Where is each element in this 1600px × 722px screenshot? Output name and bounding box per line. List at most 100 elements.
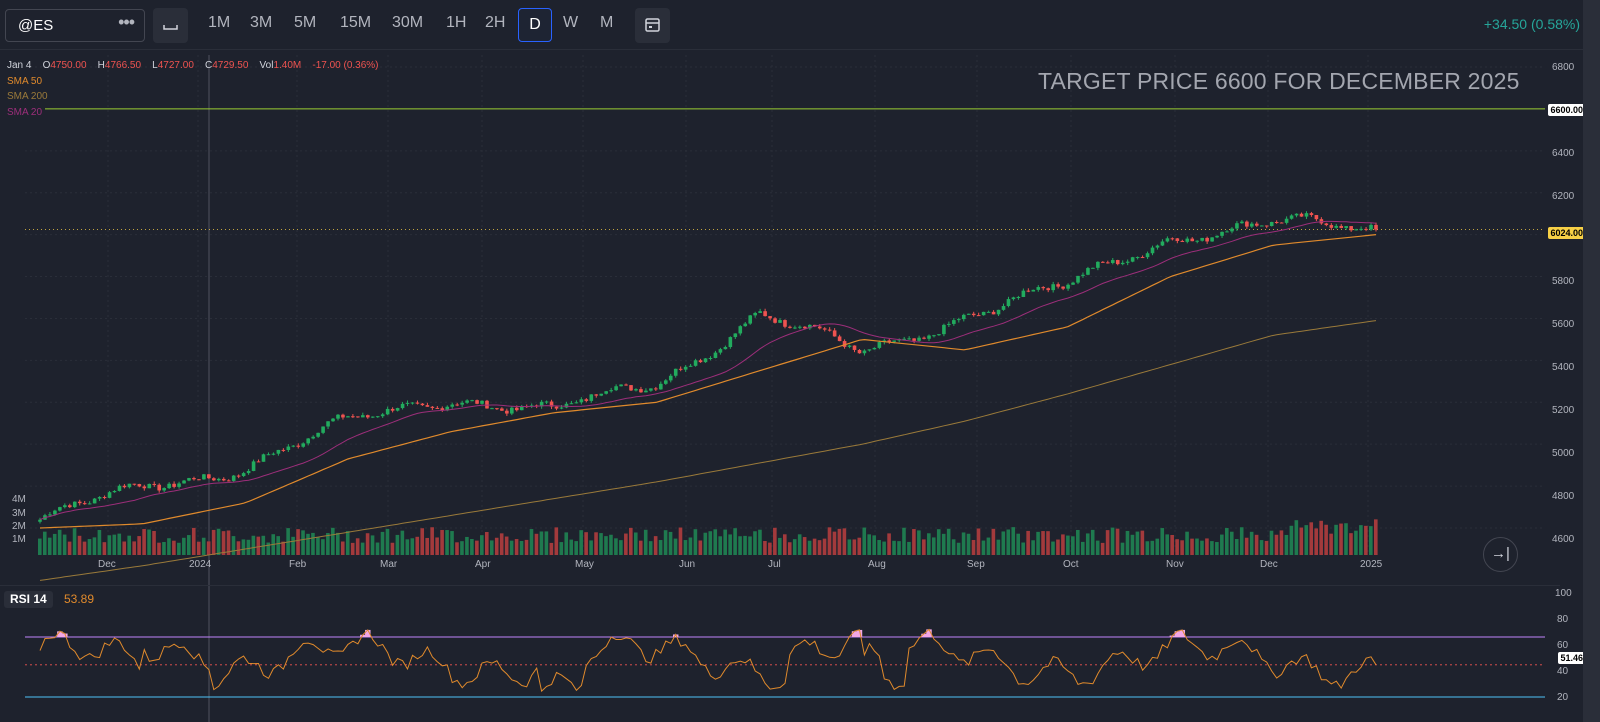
rsi-axis-label: 60 (1557, 640, 1569, 651)
timeframe-5m[interactable]: 5M (294, 14, 317, 31)
legend-sma200[interactable]: SMA 200 (7, 91, 48, 102)
volume-bar (514, 539, 519, 555)
volume-bar (584, 532, 588, 555)
volume-bar (62, 534, 67, 555)
candle-body (72, 501, 77, 508)
volume-bar (251, 535, 256, 555)
timeframe-3m[interactable]: 3M (250, 14, 273, 31)
volume-bar (241, 539, 246, 555)
target-annotation[interactable]: TARGET PRICE 6600 FOR DECEMBER 2025 (1038, 68, 1520, 94)
volume-bar (147, 529, 151, 555)
candle-body (584, 399, 589, 401)
volume-bar (1299, 527, 1304, 555)
volume-bar (152, 530, 156, 555)
candle-body (1354, 229, 1358, 231)
candle-body (1110, 260, 1115, 263)
volume-bar (246, 539, 251, 555)
candle-body (1235, 223, 1239, 229)
candle-style-icon[interactable] (153, 8, 188, 43)
candle-body (430, 406, 435, 408)
volume-bar (1264, 540, 1269, 555)
volume-bar (1046, 531, 1050, 555)
volume-axis-label: 3M (12, 508, 26, 519)
candle-body (649, 388, 653, 391)
candle-body (465, 400, 469, 403)
pane-separator[interactable] (0, 585, 1560, 586)
legend-sma50[interactable]: SMA 50 (7, 75, 43, 87)
candle-body (892, 340, 897, 342)
volume-bar (827, 527, 832, 555)
timeframe-w[interactable]: W (563, 14, 579, 31)
timeframe-30m[interactable]: 30M (392, 14, 424, 31)
candle-body (1135, 257, 1140, 259)
candle-body (87, 503, 92, 505)
volume-bar (638, 540, 643, 555)
volume-bar (112, 534, 117, 555)
timeframe-1m[interactable]: 1M (208, 14, 231, 31)
legend-vol-label: Vol (259, 60, 274, 71)
calendar-icon[interactable] (635, 8, 670, 43)
candle-body (301, 443, 306, 447)
candle-body (1230, 228, 1234, 232)
more-dots-icon[interactable]: ••• (118, 12, 135, 32)
volume-bar (877, 540, 881, 555)
legend-sma20[interactable]: SMA 20 (7, 106, 43, 118)
volume-bar (455, 542, 459, 555)
volume-bar (1210, 541, 1214, 555)
candle-body (912, 338, 916, 341)
volume-bar (67, 541, 72, 555)
volume-bar (976, 528, 981, 555)
candle-body (659, 383, 663, 390)
sma200-line (39, 320, 1377, 581)
volume-bar (1105, 530, 1110, 555)
volume-bar (917, 530, 921, 555)
candle-body (291, 445, 296, 447)
timeframe-m[interactable]: M (600, 14, 614, 31)
legend-open-label: O (42, 60, 51, 71)
volume-bar (1066, 535, 1070, 555)
candle-body (157, 484, 161, 491)
candle-body (1140, 257, 1145, 259)
timeframe-2h[interactable]: 2H (485, 14, 506, 31)
candle-body (927, 335, 931, 339)
candle-body (296, 445, 301, 447)
candle-body (1046, 288, 1051, 291)
right-scrollbar[interactable] (1583, 0, 1600, 722)
volume-bar (887, 533, 891, 555)
volume-bar (425, 537, 429, 555)
timeframe-d[interactable]: D (518, 8, 552, 42)
candle-body (326, 421, 330, 427)
volume-bar (653, 536, 658, 555)
volume-bar (117, 533, 122, 555)
volume-bar (1244, 537, 1249, 555)
candle-body (1314, 215, 1319, 220)
volume-bar (981, 540, 986, 555)
candle-body (351, 416, 355, 418)
candle-body (142, 486, 147, 489)
volume-bar (728, 534, 732, 555)
timeframe-1h[interactable]: 1H (446, 14, 467, 31)
candle-body (38, 519, 42, 522)
candle-body (1001, 306, 1006, 310)
symbol-search[interactable]: @ES ••• (5, 9, 145, 42)
scroll-to-latest-icon[interactable]: →| (1483, 537, 1518, 572)
candle-body (1369, 224, 1373, 230)
rsi-label[interactable]: RSI 14 (4, 591, 53, 608)
candle-body (177, 483, 181, 487)
timeframe-15m[interactable]: 15M (340, 14, 372, 31)
candle-body (216, 478, 221, 481)
candle-body (207, 474, 211, 479)
candle-body (788, 326, 792, 328)
candle-body (991, 311, 996, 315)
candle-body (256, 461, 261, 463)
volume-bar (1279, 530, 1284, 555)
candle-body (1185, 238, 1190, 242)
volume-bar (658, 540, 663, 555)
volume-bar (221, 531, 226, 555)
volume-bar (529, 529, 534, 555)
volume-bar (1175, 539, 1179, 555)
volume-bar (1374, 519, 1378, 555)
volume-bar (867, 534, 872, 555)
volume-bar (787, 542, 792, 555)
